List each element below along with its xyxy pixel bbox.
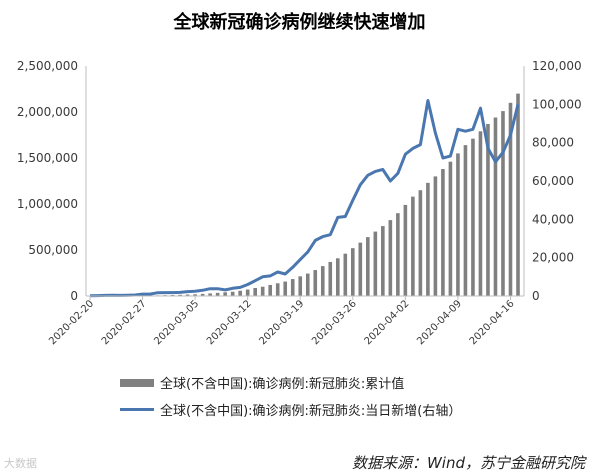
- legend-label-cumulative: 全球(不含中国):确诊病例:新冠肺炎:累计值: [160, 377, 405, 392]
- bar: [335, 258, 340, 296]
- x-axis-tick-labels: 2020-02-20 2020-02-27 2020-03-05 2020-03-12…: [47, 296, 517, 347]
- bar: [508, 102, 513, 296]
- bar: [358, 242, 363, 296]
- bar: [441, 169, 445, 296]
- left-axis-tick: 2,500,000: [17, 59, 78, 73]
- bar: [448, 161, 453, 296]
- x-axis-tick: 2020-02-20: [47, 298, 96, 347]
- legend-label-daily: 全球(不含中国):确诊病例:新冠肺炎:当日新增(右轴）: [160, 404, 462, 419]
- bar: [223, 292, 227, 296]
- bar: [313, 270, 318, 296]
- daily-new-line: [89, 99, 520, 298]
- bar: [238, 290, 242, 296]
- bar: [471, 138, 475, 296]
- bar: [253, 287, 257, 296]
- bar: [463, 145, 468, 296]
- chart-title: 全球新冠确诊病例继续快速增加: [173, 12, 426, 33]
- bar: [298, 276, 303, 296]
- bar: [320, 266, 325, 296]
- bar: [343, 253, 348, 296]
- x-axis-tick: 2020-03-12: [205, 298, 254, 347]
- bar: [193, 294, 197, 296]
- right-axis-tick: 20,000: [532, 251, 574, 265]
- x-axis-tick: 2020-04-02: [363, 298, 412, 347]
- left-axis-tick-labels: 0 500,000 1,000,000 1,500,000 2,000,000 2,500…: [17, 59, 78, 303]
- right-axis-tick: 80,000: [532, 136, 574, 150]
- bar: [283, 281, 288, 296]
- bar: [388, 220, 393, 296]
- bar: [366, 237, 370, 296]
- bar: [351, 248, 355, 296]
- bar: [185, 294, 190, 296]
- x-axis-tick: 2020-04-16: [468, 298, 517, 347]
- x-axis-tick: 2020-02-27: [100, 298, 149, 347]
- right-axis-tick: 100,000: [532, 97, 582, 111]
- left-axis-tick: 0: [70, 289, 78, 303]
- x-axis-tick: 2020-03-19: [257, 298, 306, 347]
- left-axis-tick: 500,000: [28, 243, 78, 257]
- cumulative-bars: [88, 93, 520, 297]
- bar: [396, 213, 400, 296]
- bar: [200, 293, 205, 296]
- bar: [245, 289, 250, 296]
- right-axis-tick: 60,000: [532, 174, 574, 188]
- legend-item-daily: 全球(不含中国):确诊病例:新冠肺炎:当日新增(右轴）: [120, 400, 461, 419]
- bar: [501, 111, 505, 296]
- left-axis-tick: 1,000,000: [17, 197, 78, 211]
- bar: [516, 93, 520, 296]
- right-axis-tick-labels: 0 20,000 40,000 60,000 80,000 100,000 120,000: [532, 59, 582, 303]
- bar: [403, 204, 408, 296]
- legend-swatch-line: [120, 408, 154, 411]
- left-axis-tick: 1,500,000: [17, 151, 78, 165]
- bar: [260, 286, 265, 296]
- x-axis-tick: 2020-03-05: [152, 298, 201, 347]
- right-axis-tick: 0: [532, 289, 540, 303]
- bar: [215, 292, 220, 296]
- bar: [418, 190, 423, 296]
- bar: [381, 226, 385, 296]
- watermark: 大数据: [4, 457, 37, 470]
- bar: [275, 283, 280, 296]
- bar: [433, 176, 438, 296]
- right-axis-tick: 120,000: [532, 59, 582, 73]
- bar: [305, 273, 310, 296]
- bar: [268, 284, 273, 296]
- x-axis-tick: 2020-04-09: [415, 298, 464, 347]
- bar: [456, 153, 460, 296]
- bar: [178, 294, 182, 296]
- legend-item-cumulative: 全球(不含中国):确诊病例:新冠肺炎:累计值: [120, 373, 404, 392]
- bar: [426, 182, 430, 296]
- bar: [373, 231, 378, 296]
- bar: [208, 293, 212, 296]
- x-axis-tick: 2020-03-26: [310, 298, 359, 347]
- bar: [230, 291, 235, 296]
- source-note: 数据来源：Wind，苏宁金融研究院: [351, 454, 585, 472]
- bar: [478, 131, 483, 296]
- legend-swatch-bar: [120, 378, 154, 387]
- bar: [486, 123, 490, 297]
- left-axis-tick: 2,000,000: [17, 105, 78, 119]
- bar: [493, 117, 498, 297]
- bar: [411, 196, 415, 296]
- bar: [290, 279, 295, 296]
- bar: [328, 261, 333, 296]
- right-axis-tick: 40,000: [532, 212, 574, 226]
